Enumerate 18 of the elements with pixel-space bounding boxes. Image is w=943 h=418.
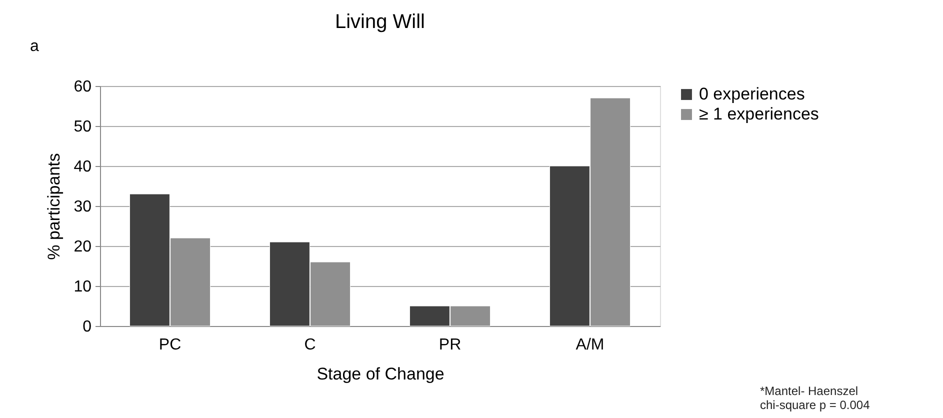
text: *Mantel- Haenszel chi-square p = 0.004 [760, 384, 870, 412]
x-tick-label: A/M [576, 336, 604, 354]
chart-title: Living Will [334, 11, 426, 33]
y-tick-label: 50 [74, 118, 92, 136]
y-tick-label: 60 [74, 78, 92, 96]
y-tick-label: 40 [74, 158, 92, 176]
legend-label: ≥ 1 experiences [699, 104, 819, 124]
legend-label: 0 experiences [699, 84, 805, 104]
x-tick-label: C [304, 336, 316, 354]
y-tick-label: 10 [74, 278, 92, 296]
x-tick-label: PR [438, 336, 462, 354]
text: a [30, 38, 39, 55]
x-tick-label: PC [158, 336, 182, 354]
y-axis-title: % participants [44, 153, 64, 260]
y-tick-label: 30 [74, 198, 92, 216]
x-axis-title: Stage of Change [316, 364, 444, 384]
y-tick-label: 0 [82, 318, 92, 336]
y-tick-label: 20 [74, 238, 92, 256]
